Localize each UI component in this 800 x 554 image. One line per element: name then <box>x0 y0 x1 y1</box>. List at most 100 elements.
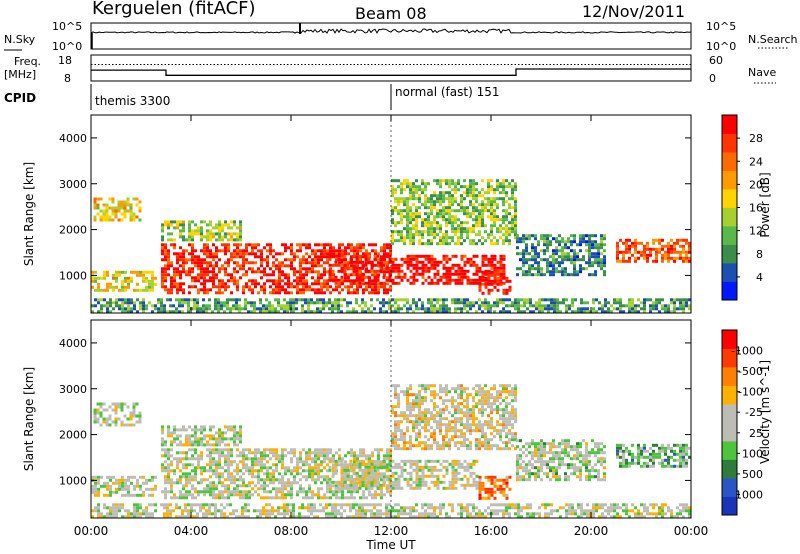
heatmap-cell <box>136 310 139 314</box>
heatmap-cell <box>409 281 413 285</box>
heatmap-cell <box>248 466 251 470</box>
heatmap-cell <box>514 218 517 222</box>
heatmap-cell <box>284 448 287 452</box>
heatmap-cell <box>421 281 425 285</box>
heatmap-cell <box>516 246 519 250</box>
heatmap-cell <box>409 486 413 490</box>
heatmap-cell <box>260 270 263 274</box>
heatmap-cell <box>522 264 525 268</box>
heatmap-cell <box>463 212 466 216</box>
heatmap-cell <box>484 307 487 311</box>
heatmap-cell <box>311 258 314 262</box>
heatmap-cell <box>353 252 356 256</box>
heatmap-cell <box>133 301 136 305</box>
heatmap-cell <box>206 288 209 292</box>
heatmap-cell <box>406 396 409 400</box>
heatmap-cell <box>579 267 582 271</box>
nave-tick-bottom: 0 <box>709 72 716 85</box>
heatmap-cell <box>323 267 326 271</box>
heatmap-cell <box>106 282 109 286</box>
heatmap-cell <box>109 310 112 314</box>
heatmap-cell <box>552 237 555 241</box>
heatmap-cell <box>311 276 314 280</box>
heatmap-cell <box>394 301 397 305</box>
heatmap-cell <box>397 197 400 201</box>
heatmap-cell <box>490 273 494 277</box>
heatmap-cell <box>616 259 619 263</box>
heatmap-cell <box>323 255 326 259</box>
heatmap-cell <box>439 260 443 264</box>
heatmap-cell <box>352 480 356 484</box>
heatmap-cell <box>466 215 469 219</box>
heatmap-cell <box>433 480 437 484</box>
heatmap-cell <box>364 474 368 478</box>
heatmap-cell <box>260 288 263 292</box>
heatmap-cell <box>340 462 344 466</box>
heatmap-cell <box>311 493 314 497</box>
heatmap-cell <box>457 242 460 246</box>
heatmap-cell <box>424 447 427 451</box>
heatmap-cell <box>616 250 619 254</box>
heatmap-cell <box>361 266 365 270</box>
heatmap-cell <box>356 490 359 494</box>
heatmap-cell <box>215 466 218 470</box>
heatmap-cell <box>427 310 430 314</box>
heatmap-cell <box>337 254 341 258</box>
heatmap-cell <box>218 475 221 479</box>
heatmap-cell <box>167 451 170 455</box>
heatmap-cell <box>287 481 290 485</box>
heatmap-cell <box>325 301 328 305</box>
heatmap-cell <box>558 255 561 259</box>
heatmap-cell <box>377 285 380 289</box>
heatmap-cell <box>355 477 359 481</box>
heatmap-cell <box>555 252 558 256</box>
heatmap-cell <box>472 182 475 186</box>
heatmap-cell <box>448 411 451 415</box>
heatmap-cell <box>96 203 100 207</box>
heatmap-cell <box>445 432 448 436</box>
heatmap-cell <box>391 188 394 192</box>
heatmap-cell <box>466 230 469 234</box>
heatmap-cell <box>374 282 377 286</box>
heatmap-cell <box>522 234 525 238</box>
heatmap-cell <box>200 466 203 470</box>
heatmap-cell <box>525 270 528 274</box>
heatmap-cell <box>362 252 365 256</box>
heatmap-cell <box>412 263 416 267</box>
heatmap-cell <box>442 191 445 195</box>
heatmap-cell <box>389 490 392 494</box>
heatmap-cell <box>424 459 428 463</box>
heatmap-cell <box>385 486 389 490</box>
heatmap-cell <box>133 288 136 292</box>
heatmap-cell <box>337 483 341 487</box>
heatmap-cell <box>269 466 272 470</box>
heatmap-cell <box>145 276 148 280</box>
heatmap-cell <box>646 247 649 251</box>
heatmap-cell <box>571 304 574 308</box>
heatmap-cell <box>490 260 494 264</box>
heatmap-cell <box>239 493 242 497</box>
heatmap-cell <box>409 414 412 418</box>
heatmap-cell <box>412 480 416 484</box>
heatmap-cell <box>212 267 215 271</box>
heatmap-cell <box>350 264 353 268</box>
heatmap-cell <box>597 243 600 247</box>
heatmap-cell <box>287 451 290 455</box>
heatmap-cell <box>415 417 418 421</box>
heatmap-cell <box>424 480 428 484</box>
heatmap-cell <box>93 206 97 210</box>
heatmap-cell <box>173 481 176 485</box>
colorbar-swatch <box>722 189 737 208</box>
heatmap-cell <box>370 266 374 270</box>
heatmap-cell <box>377 493 380 497</box>
heatmap-cell <box>196 301 199 305</box>
heatmap-cell <box>179 223 182 227</box>
heatmap-cell <box>502 197 505 201</box>
heatmap-cell <box>266 472 269 476</box>
heatmap-cell <box>460 444 463 448</box>
heatmap-cell <box>475 224 478 228</box>
heatmap-cell <box>403 304 406 308</box>
heatmap-cell <box>362 288 365 292</box>
heatmap-cell <box>129 411 133 415</box>
heatmap-cell <box>184 298 187 302</box>
